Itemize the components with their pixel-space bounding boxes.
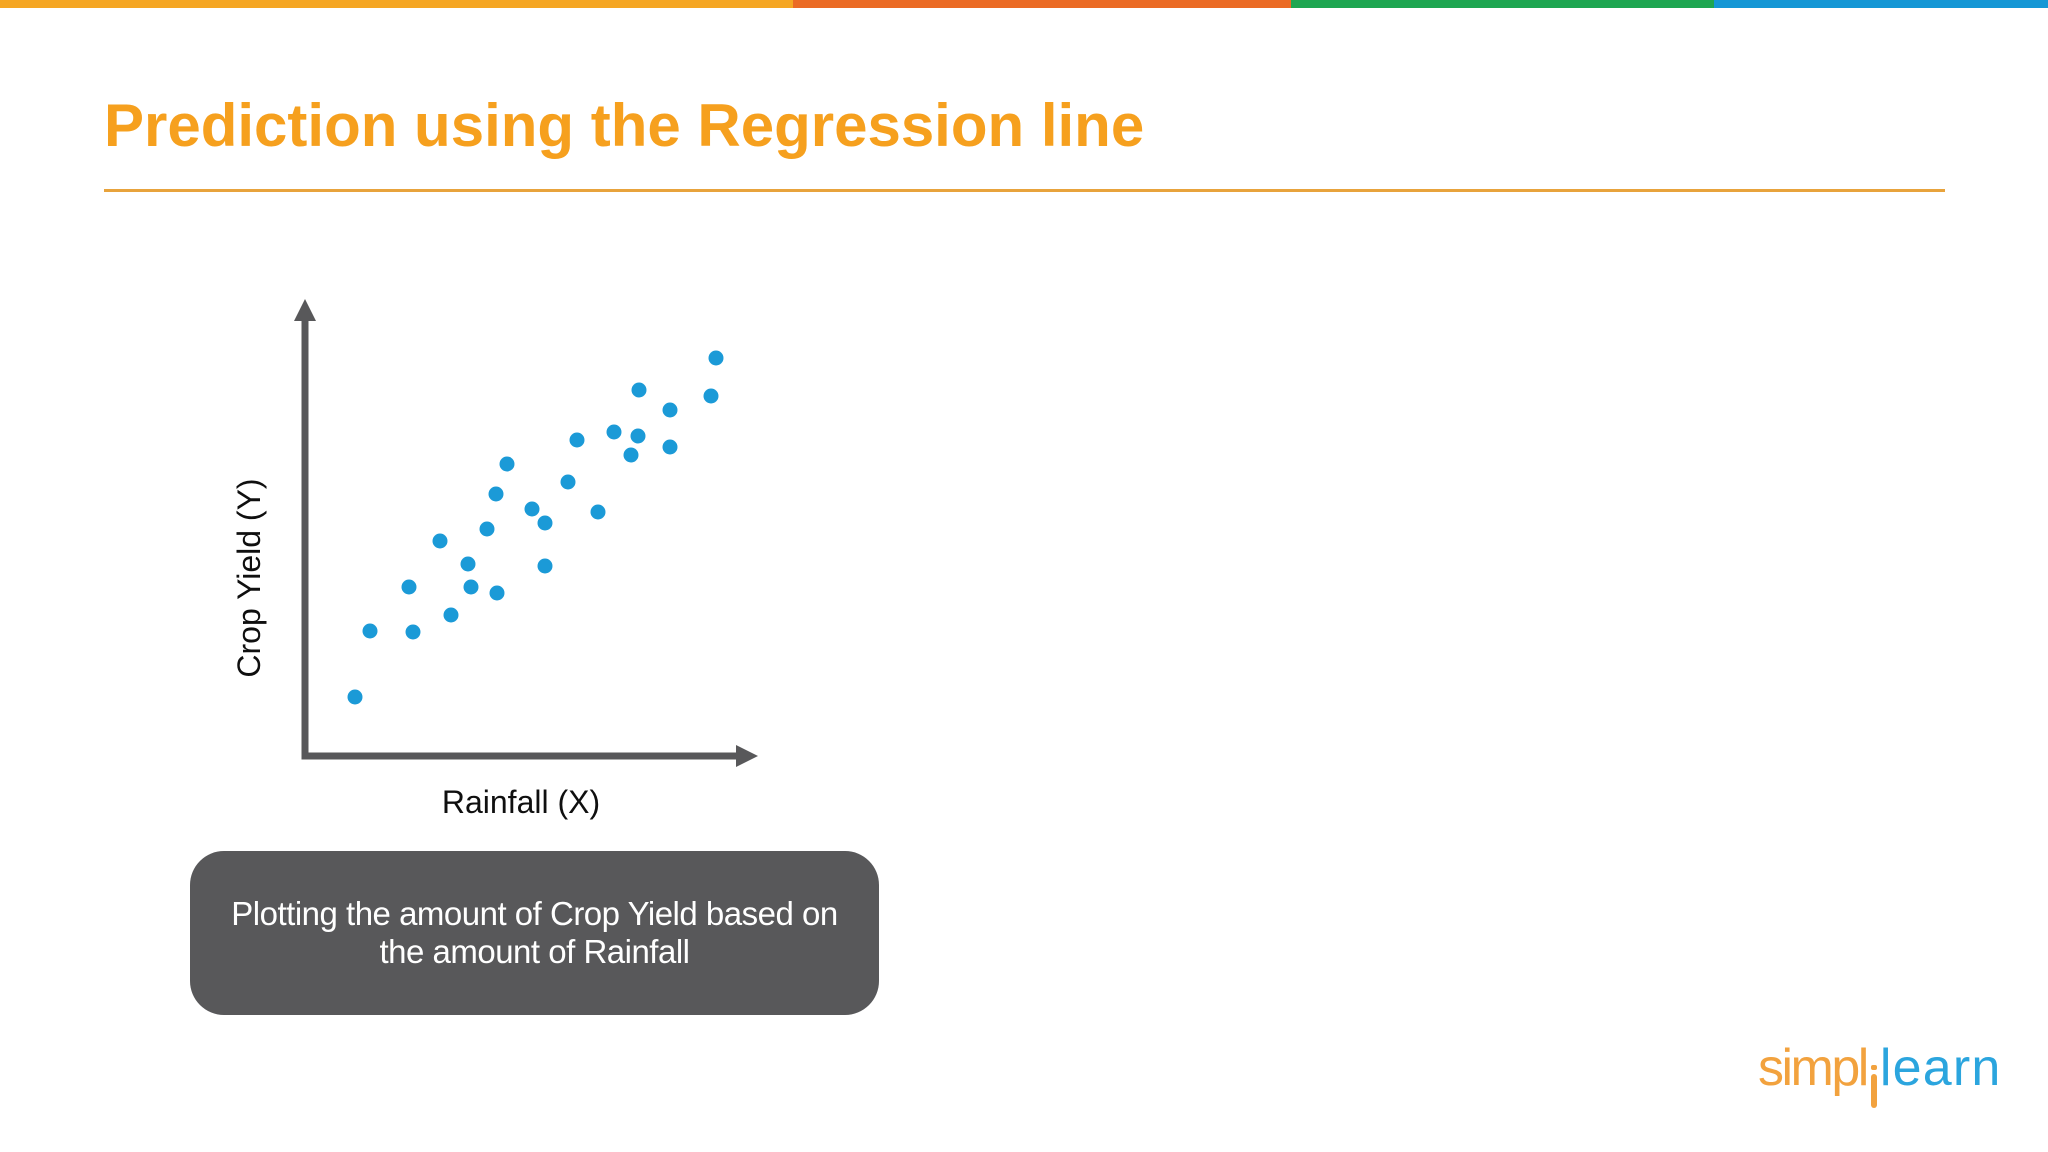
- svg-text:Rainfall (X): Rainfall (X): [442, 784, 600, 820]
- svg-text:Crop Yield (Y): Crop Yield (Y): [231, 478, 267, 677]
